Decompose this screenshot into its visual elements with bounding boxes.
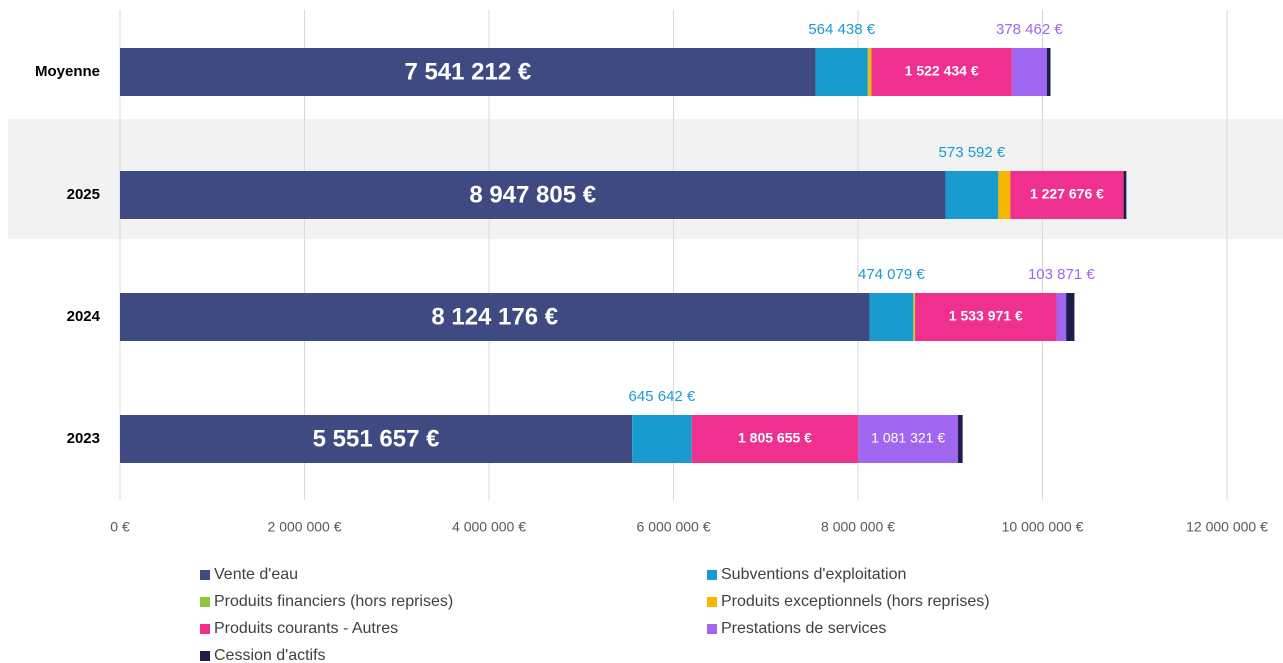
x-tick-label: 6 000 000 €	[637, 519, 711, 535]
legend-label: Prestations de services	[721, 620, 886, 637]
value-label: 1 533 971 €	[949, 308, 1023, 324]
bar-segment	[913, 293, 915, 341]
bar-segment	[815, 48, 868, 96]
y-tick-label: 2023	[67, 430, 100, 447]
legend-swatch	[707, 597, 717, 607]
legend-label: Cession d'actifs	[214, 647, 326, 663]
bar-segment	[945, 171, 999, 219]
value-label: 378 462 €	[996, 21, 1063, 38]
bar-segment	[120, 48, 816, 96]
bar-segment	[1123, 171, 1127, 219]
x-tick-label: 10 000 000 €	[1002, 519, 1084, 535]
value-label: 645 642 €	[629, 388, 696, 405]
legend-swatch	[707, 624, 717, 634]
value-label: 1 227 676 €	[1030, 186, 1104, 202]
value-label: 8 124 176 €	[431, 303, 558, 330]
legend-label: Subventions d'exploitation	[721, 566, 906, 583]
legend-swatch	[707, 570, 717, 580]
y-tick-label: 2024	[67, 308, 101, 325]
bar-segment	[915, 293, 1057, 341]
bar-segment	[1046, 48, 1051, 96]
value-label: 8 947 805 €	[469, 181, 596, 208]
bar-segment	[958, 415, 963, 463]
bar-segment	[914, 293, 916, 341]
y-tick-label: Moyenne	[35, 63, 100, 80]
bar-segment	[858, 415, 959, 463]
bar-segment	[120, 171, 946, 219]
bar-segment	[632, 415, 692, 463]
x-tick-label: 8 000 000 €	[821, 519, 895, 535]
bar-segment	[871, 48, 1012, 96]
x-tick-label: 2 000 000 €	[268, 519, 342, 535]
bar-segment	[869, 293, 914, 341]
legend-label: Vente d'eau	[214, 566, 298, 583]
bar-segment	[120, 293, 870, 341]
value-label: 7 541 212 €	[404, 58, 531, 85]
legend-label: Produits financiers (hors reprises)	[214, 593, 453, 610]
value-label: 1 522 434 €	[905, 63, 979, 79]
bar-segment	[1066, 293, 1075, 341]
bar-segment	[691, 415, 859, 463]
value-label: 474 079 €	[858, 266, 925, 283]
value-label: 103 871 €	[1028, 266, 1095, 283]
value-label: 1 081 321 €	[871, 430, 945, 446]
legend-swatch	[200, 651, 210, 661]
x-tick-label: 0 €	[110, 519, 130, 535]
bar-segment	[1010, 171, 1124, 219]
legend-label: Produits courants - Autres	[214, 620, 398, 637]
legend-swatch	[200, 570, 210, 580]
bar-segment	[1056, 293, 1067, 341]
value-label: 5 551 657 €	[313, 425, 440, 452]
y-tick-label: 2025	[67, 186, 100, 203]
bar-segment	[1011, 48, 1047, 96]
x-tick-label: 12 000 000 €	[1186, 519, 1268, 535]
value-label: 573 592 €	[939, 144, 1006, 161]
bar-segment	[998, 171, 1011, 219]
legend-swatch	[200, 597, 210, 607]
value-label: 1 805 655 €	[738, 430, 812, 446]
bar-segment	[120, 415, 633, 463]
x-tick-label: 4 000 000 €	[452, 519, 526, 535]
bar-segment	[868, 48, 872, 96]
bar-segment	[867, 48, 869, 96]
value-label: 564 438 €	[808, 21, 875, 38]
legend-swatch	[200, 624, 210, 634]
legend-label: Produits exceptionnels (hors reprises)	[721, 593, 990, 610]
